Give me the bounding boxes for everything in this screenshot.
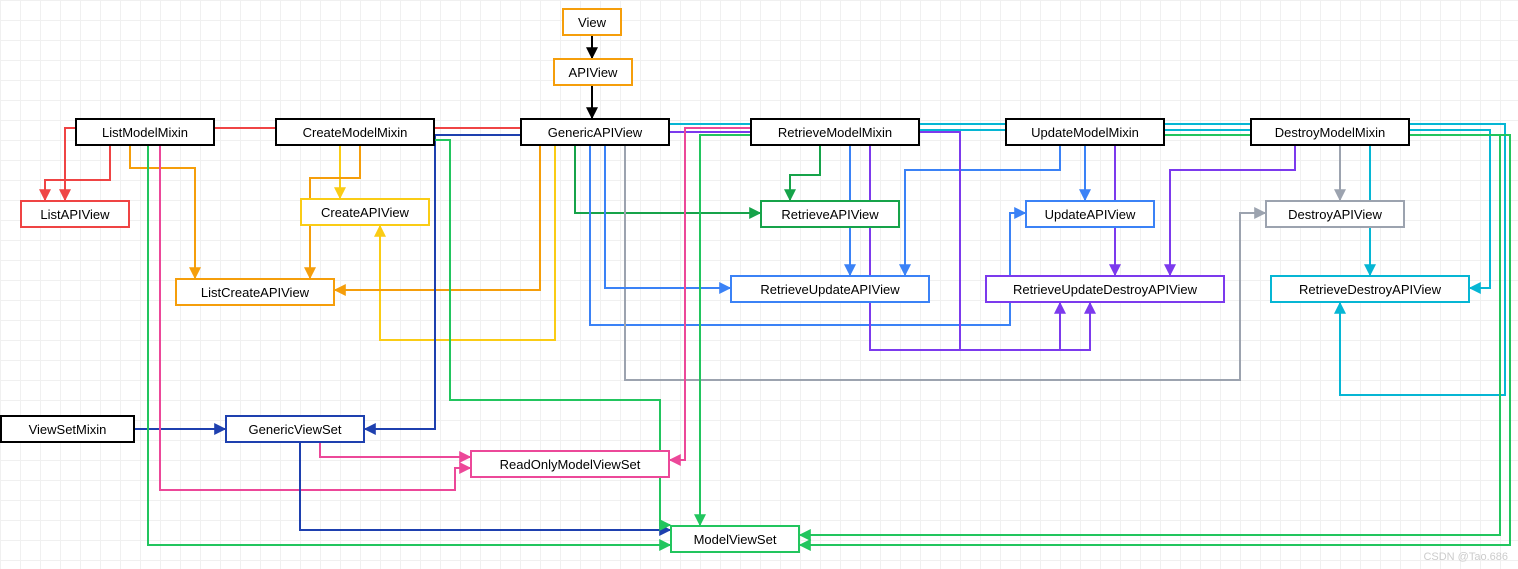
node-UpdateAPIView: UpdateAPIView <box>1025 200 1155 228</box>
node-ListModelMixin: ListModelMixin <box>75 118 215 146</box>
edge-RetrieveModelMixin-RetrieveUpdateDestroyAPIView <box>870 146 1060 350</box>
edge-ListModelMixin-ListCreateAPIView <box>130 146 195 278</box>
watermark: CSDN @Tao.686 <box>1423 551 1508 563</box>
node-CreateModelMixin: CreateModelMixin <box>275 118 435 146</box>
node-RetrieveDestroyAPIView: RetrieveDestroyAPIView <box>1270 275 1470 303</box>
edge-ListModelMixin-ListAPIView <box>45 146 110 200</box>
node-GenericAPIView: GenericAPIView <box>520 118 670 146</box>
node-RetrieveUpdateDestroyAPIView: RetrieveUpdateDestroyAPIView <box>985 275 1225 303</box>
node-DestroyModelMixin: DestroyModelMixin <box>1250 118 1410 146</box>
edge-GenericAPIView-RetrieveAPIView <box>575 146 760 213</box>
node-ModelViewSet: ModelViewSet <box>670 525 800 553</box>
edge-GenericAPIView-RetrieveUpdateDestroyAPIView <box>670 132 1090 350</box>
edge-DestroyModelMixin-ModelViewSet <box>800 135 1500 535</box>
edge-GenericAPIView-RetrieveDestroyAPIView <box>670 124 1505 395</box>
edge-GenericAPIView-RetrieveUpdateAPIView <box>605 146 730 288</box>
node-ListCreateAPIView: ListCreateAPIView <box>175 278 335 306</box>
node-CreateAPIView: CreateAPIView <box>300 198 430 226</box>
node-View: View <box>562 8 622 36</box>
edge-GenericAPIView-DestroyAPIView <box>625 146 1265 380</box>
node-APIView: APIView <box>553 58 633 86</box>
node-GenericViewSet: GenericViewSet <box>225 415 365 443</box>
node-RetrieveUpdateAPIView: RetrieveUpdateAPIView <box>730 275 930 303</box>
edge-RetrieveModelMixin-RetrieveAPIView <box>790 146 820 200</box>
edge-GenericViewSet-ReadOnlyModelViewSet <box>320 443 470 457</box>
node-ReadOnlyModelViewSet: ReadOnlyModelViewSet <box>470 450 670 478</box>
edge-GenericAPIView-GenericViewSet <box>365 135 520 429</box>
node-DestroyAPIView: DestroyAPIView <box>1265 200 1405 228</box>
edge-UpdateModelMixin-ModelViewSet <box>800 135 1510 545</box>
node-ViewSetMixin: ViewSetMixin <box>0 415 135 443</box>
node-ListAPIView: ListAPIView <box>20 200 130 228</box>
node-RetrieveAPIView: RetrieveAPIView <box>760 200 900 228</box>
node-RetrieveModelMixin: RetrieveModelMixin <box>750 118 920 146</box>
edge-GenericAPIView-CreateAPIView <box>380 146 555 340</box>
node-UpdateModelMixin: UpdateModelMixin <box>1005 118 1165 146</box>
edge-RetrieveModelMixin-ModelViewSet <box>700 135 750 525</box>
